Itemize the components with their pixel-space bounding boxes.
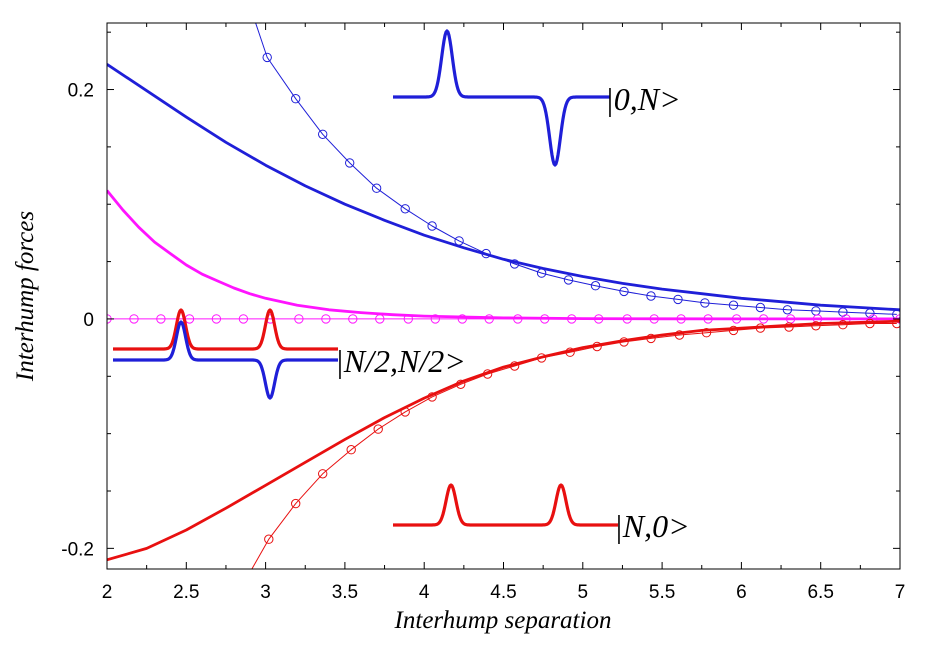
series-5-point (536, 353, 547, 363)
series-5-point (784, 322, 794, 332)
series-5-point (373, 424, 383, 434)
series-5-point (427, 392, 437, 402)
series-0-point (427, 221, 437, 231)
series-3-point (513, 314, 523, 324)
series-3-point (156, 314, 166, 324)
series-0-point (782, 305, 793, 315)
y-tick-label: -0.2 (61, 539, 94, 560)
series-5-point (728, 325, 739, 336)
series-3-point (622, 314, 632, 324)
x-tick-label: 7 (895, 582, 906, 603)
series-3-point (567, 314, 577, 324)
inset-n-0-humps (392, 483, 619, 527)
x-tick-label: 3 (260, 582, 271, 603)
series-0-point (262, 52, 272, 63)
series-4-line (107, 319, 900, 562)
series-5-point (400, 407, 410, 417)
x-tick-label: 4 (419, 582, 430, 603)
series-5-point (482, 369, 493, 379)
series-3-point (294, 314, 304, 324)
series-5-point (811, 321, 821, 331)
series-0-point (318, 129, 328, 140)
series-3-point (211, 314, 222, 324)
series-3-point (758, 314, 769, 324)
series-5-point (318, 469, 328, 479)
series-0-point (728, 300, 739, 310)
series-3-point (676, 314, 686, 324)
series-3-point (129, 314, 139, 324)
x-tick-label: 6 (736, 582, 747, 603)
series-5-point (346, 445, 356, 455)
series-0-point (400, 204, 410, 214)
series-0-point (646, 291, 656, 301)
series-3-point (594, 314, 604, 324)
series-0-point (619, 286, 629, 297)
series-5-point (592, 341, 602, 352)
inset-n2-red-humps (112, 308, 339, 351)
x-tick-label: 2.5 (173, 582, 199, 603)
series-0-point (755, 302, 766, 313)
x-tick-label: 5 (578, 582, 589, 603)
series-3-point (238, 314, 249, 324)
x-tick-label: 5.5 (649, 582, 675, 603)
state-label-n2-n2: |N/2,N/2> (335, 343, 466, 379)
series-3-point (731, 314, 742, 324)
series-5-point (701, 328, 712, 338)
series-3-point (348, 314, 358, 324)
series-5-point (456, 379, 466, 389)
inset-n2-blue-humps (112, 320, 339, 400)
series-5-point (509, 361, 520, 371)
state-label-0-n: |0,N> (605, 81, 681, 117)
series-5-point (264, 534, 274, 544)
x-tick-label: 6.5 (807, 582, 833, 603)
x-tick-label: 4.5 (490, 582, 516, 603)
series-0-point (673, 294, 683, 305)
series-5-point (619, 337, 629, 347)
series-3-point (403, 314, 413, 324)
y-tick-label: 0 (83, 310, 94, 331)
series-0-point (345, 158, 355, 168)
series-3-point (649, 314, 659, 324)
series-2-line (107, 189, 900, 321)
y-tick-label: 0.2 (68, 81, 94, 102)
series-5-point (838, 320, 848, 330)
series-1-line (107, 63, 900, 312)
x-tick-label: 3.5 (332, 582, 358, 603)
series-0-point (563, 275, 574, 285)
series-0-point (371, 183, 382, 193)
series-3-point (321, 314, 331, 324)
y-axis-title: Interhump forces (12, 211, 39, 382)
series-3-point (484, 314, 494, 324)
series-3-point (430, 314, 440, 324)
series-0-point (291, 94, 301, 104)
series-5-point (755, 323, 766, 333)
series-5-point (865, 318, 875, 329)
x-axis-title: Interhump separation (394, 607, 612, 634)
inset-0-n-humps (392, 29, 611, 167)
series-0-point (700, 298, 710, 308)
series-5-point (674, 330, 685, 340)
series-5-line (251, 323, 897, 569)
series-3-point (457, 314, 467, 324)
series-5-point (565, 347, 575, 357)
series-5-point (291, 498, 301, 509)
series-3-point (375, 314, 385, 324)
series-3-point (703, 314, 713, 324)
state-label-n-0: |N,0> (614, 508, 690, 544)
series-5-point (646, 333, 656, 344)
series-0-point (590, 281, 601, 291)
x-tick-label: 2 (102, 582, 113, 603)
series-3-point (540, 314, 550, 324)
